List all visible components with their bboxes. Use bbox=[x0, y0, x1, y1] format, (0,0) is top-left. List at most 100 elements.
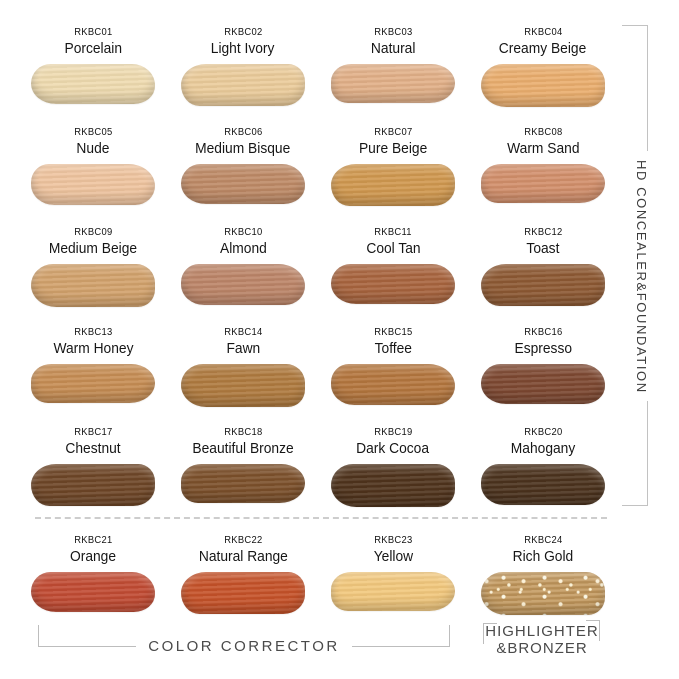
shade-cell: RKBC15 Toffee bbox=[318, 322, 468, 422]
right-bracket-line-top bbox=[647, 25, 648, 151]
shade-code: RKBC10 bbox=[223, 227, 263, 238]
shade-code: RKBC02 bbox=[223, 27, 263, 38]
shade-name: Espresso bbox=[514, 340, 572, 357]
shade-cell: RKBC07 Pure Beige bbox=[318, 122, 468, 222]
shade-code: RKBC22 bbox=[223, 535, 263, 546]
shade-code: RKBC12 bbox=[523, 227, 563, 238]
bracket-tick-right bbox=[449, 625, 450, 647]
shade-swatch bbox=[481, 264, 605, 306]
shade-swatch bbox=[31, 464, 155, 506]
shade-swatch bbox=[31, 64, 155, 104]
shade-cell: RKBC18 Beautiful Bronze bbox=[168, 422, 318, 522]
shade-swatch bbox=[481, 64, 605, 107]
shade-name: Warm Honey bbox=[52, 340, 134, 357]
shade-cell: RKBC02 Light Ivory bbox=[168, 22, 318, 122]
shade-code: RKBC20 bbox=[523, 427, 563, 438]
shade-cell: RKBC10 Almond bbox=[168, 222, 318, 322]
shade-swatch bbox=[181, 572, 305, 614]
shade-name: Nude bbox=[76, 140, 110, 157]
shade-swatch bbox=[31, 264, 155, 307]
shade-cell: RKBC01 Porcelain bbox=[18, 22, 168, 122]
shade-code: RKBC16 bbox=[523, 327, 563, 338]
shade-code: RKBC04 bbox=[523, 27, 563, 38]
shade-swatch bbox=[31, 164, 155, 205]
shade-name: Cool Tan bbox=[365, 240, 421, 257]
shade-code: RKBC07 bbox=[373, 127, 413, 138]
shade-name: Rich Gold bbox=[512, 548, 574, 565]
bracket-tick-left bbox=[38, 625, 39, 647]
shade-code: RKBC21 bbox=[73, 535, 113, 546]
shade-name: Almond bbox=[219, 240, 267, 257]
shade-name: Creamy Beige bbox=[499, 40, 587, 57]
shade-cell: RKBC11 Cool Tan bbox=[318, 222, 468, 322]
shade-code: RKBC01 bbox=[73, 27, 113, 38]
shade-name: Natural bbox=[370, 40, 416, 57]
highlighter-bracket-left bbox=[483, 623, 497, 644]
shade-swatch bbox=[481, 464, 605, 505]
shade-code: RKBC09 bbox=[73, 227, 113, 238]
shade-name: Beautiful Bronze bbox=[192, 440, 294, 457]
shade-swatch bbox=[481, 572, 605, 615]
shade-cell: RKBC16 Espresso bbox=[468, 322, 618, 422]
group-label-hd-concealer-foundation: HD CONCEALER&FOUNDATION bbox=[634, 159, 649, 394]
right-bracket-line-bottom bbox=[647, 401, 648, 506]
shade-swatch bbox=[181, 264, 305, 305]
shade-grid-bottom: RKBC21 Orange RKBC22 Natural Range RKBC2… bbox=[18, 530, 618, 642]
right-bracket-bottom-tick bbox=[622, 505, 648, 506]
shade-swatch bbox=[31, 364, 155, 403]
shade-name: Yellow bbox=[373, 548, 413, 565]
shade-code: RKBC08 bbox=[523, 127, 563, 138]
shade-name: Porcelain bbox=[64, 40, 122, 57]
shade-code: RKBC06 bbox=[223, 127, 263, 138]
shade-swatch bbox=[181, 164, 305, 204]
shade-name: Medium Bisque bbox=[195, 140, 291, 157]
shade-cell: RKBC13 Warm Honey bbox=[18, 322, 168, 422]
shade-swatch bbox=[331, 64, 455, 103]
shade-swatch bbox=[331, 164, 455, 206]
shade-name: Orange bbox=[69, 548, 117, 565]
section-divider-dashed bbox=[35, 517, 607, 519]
shade-name: Chestnut bbox=[65, 440, 121, 457]
shade-swatch bbox=[331, 364, 455, 405]
shade-grid-main: RKBC01 Porcelain RKBC02 Light Ivory RKBC… bbox=[18, 22, 618, 522]
bracket-line-right bbox=[351, 646, 449, 647]
shade-cell: RKBC23 Yellow bbox=[318, 530, 468, 642]
shade-cell: RKBC21 Orange bbox=[18, 530, 168, 642]
shade-code: RKBC05 bbox=[73, 127, 113, 138]
color-corrector-bracket: COLOR CORRECTOR bbox=[38, 625, 450, 655]
shade-cell: RKBC17 Chestnut bbox=[18, 422, 168, 522]
shade-name: Dark Cocoa bbox=[356, 440, 430, 457]
shade-cell: RKBC08 Warm Sand bbox=[468, 122, 618, 222]
shade-name: Pure Beige bbox=[358, 140, 428, 157]
shade-name: Fawn bbox=[226, 340, 260, 357]
shade-cell: RKBC14 Fawn bbox=[168, 322, 318, 422]
shade-name: Toast bbox=[526, 240, 560, 257]
group-label-color-corrector: COLOR CORRECTOR bbox=[148, 638, 340, 655]
shade-swatch bbox=[181, 64, 305, 106]
shade-code: RKBC19 bbox=[373, 427, 413, 438]
shade-code: RKBC24 bbox=[523, 535, 563, 546]
right-bracket-top-tick bbox=[622, 25, 648, 26]
bracket-line-left bbox=[39, 646, 137, 647]
shade-swatch bbox=[181, 364, 305, 407]
shade-code: RKBC23 bbox=[373, 535, 413, 546]
shade-code: RKBC11 bbox=[374, 227, 412, 238]
shade-name: Warm Sand bbox=[506, 140, 580, 157]
shade-swatch bbox=[481, 164, 605, 203]
shade-swatch bbox=[181, 464, 305, 503]
shade-cell: RKBC22 Natural Range bbox=[168, 530, 318, 642]
highlighter-bracket-right bbox=[586, 620, 600, 641]
highlighter-label-line2: &BRONZER bbox=[496, 640, 588, 657]
highlighter-label-line1: HIGHLIGHTER bbox=[485, 623, 599, 640]
shade-cell: RKBC09 Medium Beige bbox=[18, 222, 168, 322]
shade-swatch bbox=[481, 364, 605, 404]
shade-swatch bbox=[31, 572, 155, 612]
shade-name: Medium Beige bbox=[48, 240, 138, 257]
shade-cell: RKBC04 Creamy Beige bbox=[468, 22, 618, 122]
shade-code: RKBC13 bbox=[73, 327, 113, 338]
shade-cell: RKBC06 Medium Bisque bbox=[168, 122, 318, 222]
shade-name: Mahogany bbox=[510, 440, 576, 457]
shade-name: Natural Range bbox=[198, 548, 288, 565]
shade-swatch bbox=[331, 464, 455, 507]
shade-cell: RKBC05 Nude bbox=[18, 122, 168, 222]
